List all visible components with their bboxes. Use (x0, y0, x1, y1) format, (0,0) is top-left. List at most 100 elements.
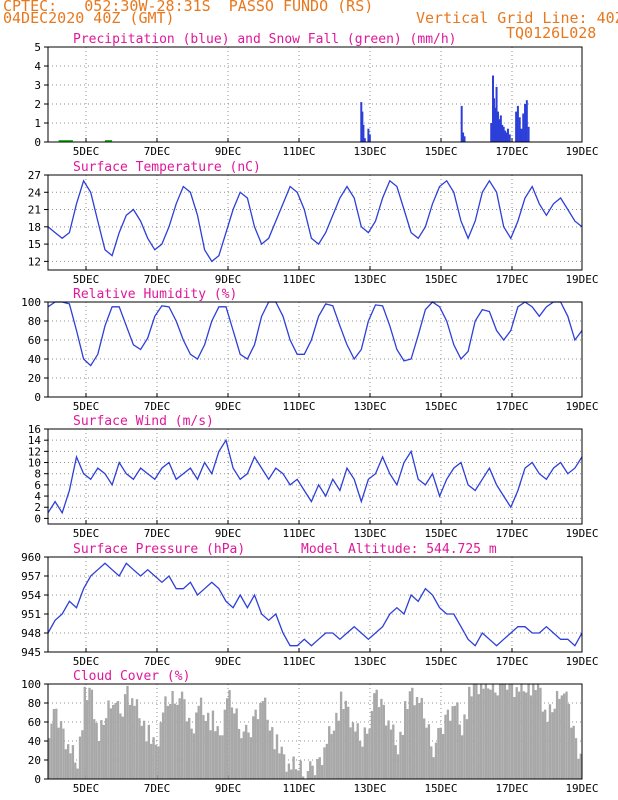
cloud-bar (119, 713, 122, 779)
cloud-bar (496, 695, 499, 779)
cloud-bar (534, 690, 537, 779)
cloud-bar (577, 758, 580, 779)
cloud-bar (176, 704, 179, 779)
x-tick-label: 7DEC (144, 782, 171, 795)
cloud-bar (396, 754, 400, 779)
cloud-bar (252, 716, 255, 779)
y-tick-label: 80 (28, 315, 41, 328)
y-tick-label: 951 (21, 608, 41, 621)
precip-bar (525, 100, 528, 142)
cloud-bar (318, 757, 321, 779)
precip-bar (502, 126, 505, 142)
cloud-bar (126, 685, 129, 779)
cloud-bar (385, 725, 388, 779)
cloud-bar (541, 711, 544, 779)
x-tick-label: 19DEC (565, 400, 598, 413)
temp-panel: 12 15 18 21 24 27 5DEC 7DEC 9DEC 11DEC 13DEC 15DEC 1… (28, 160, 599, 286)
cloud-bar (147, 724, 151, 779)
panel-frame (47, 46, 583, 143)
x-tick-label: 17DEC (495, 400, 528, 413)
cloud-bar (230, 707, 234, 779)
cloud-bar (294, 769, 298, 779)
precip-bar (499, 115, 502, 142)
cloud-bar (332, 730, 336, 779)
cloud-bar (470, 696, 473, 779)
cloud-bar (285, 771, 288, 779)
cloud-bar (290, 769, 293, 779)
cloud-bar (104, 718, 108, 779)
cloud-bar (306, 771, 310, 779)
x-tick-label: 7DEC (144, 655, 171, 668)
y-tick-label: 1 (34, 117, 41, 130)
cloud-bar (354, 731, 357, 779)
cloud-bar (271, 727, 274, 779)
rh-panel: 0 20 40 60 80 100 5DEC 7DEC 9DEC 11DEC 13DEC 15DEC 1… (21, 287, 598, 413)
header-code: TQ0126L028 (506, 24, 597, 42)
pressure-panel: 945 948 951 954 957 960 5DEC 7DEC 9DEC 11DEC 13DEC… (21, 542, 598, 668)
cloud-bar (188, 717, 191, 779)
cloud-bar (444, 714, 447, 779)
x-tick-label: 19DEC (565, 527, 598, 540)
cloud-bar (171, 690, 174, 779)
y-tick-label: 4 (34, 60, 41, 73)
temp-series-line (47, 179, 583, 263)
y-tick-label: 21 (28, 204, 41, 217)
precip-bar (524, 104, 527, 142)
cloud-bar (74, 762, 77, 779)
precip-bar (462, 132, 465, 142)
cloud-bar (347, 706, 350, 779)
precip-bar (360, 102, 363, 142)
precip-bar (516, 105, 519, 142)
cloud-bar (328, 726, 331, 779)
cloud-bar (375, 689, 378, 779)
y-tick-label: 960 (21, 551, 41, 564)
x-tick-label: 7DEC (144, 527, 171, 540)
cloud-bar (78, 736, 82, 779)
cloud-bar (154, 744, 158, 779)
header-date: 04DEC2020 40Z (GMT) (3, 9, 175, 27)
cloud-bar (368, 728, 371, 779)
cloud-bar (183, 699, 186, 779)
cloud-bar (415, 696, 419, 779)
x-tick-label: 19DEC (565, 655, 598, 668)
cloud-bar (140, 725, 143, 779)
cloud-bar (97, 741, 101, 779)
y-tick-label: 12 (28, 255, 41, 268)
cloud-bar (558, 698, 561, 779)
cloud-bar (199, 697, 203, 779)
cloud-bar (475, 684, 478, 779)
x-tick-label: 11DEC (282, 273, 315, 286)
y-tick-label: 40 (28, 353, 41, 366)
cloud-bar (216, 726, 219, 779)
precip-bar (363, 138, 366, 142)
y-tick-label: 3 (34, 79, 41, 92)
cloud-bar (313, 775, 317, 779)
cloud-bar (560, 695, 563, 779)
panel-frame (47, 683, 583, 780)
cloud-bar (451, 706, 454, 779)
cloud-bar (453, 705, 457, 779)
x-tick-label: 7DEC (144, 145, 171, 158)
cloud-bar (52, 709, 56, 779)
y-tick-label: 20 (28, 754, 41, 767)
cloud-bar (93, 719, 96, 779)
cloud-bar (342, 709, 345, 779)
cloud-bar (468, 686, 471, 779)
cloud-bar (249, 737, 253, 779)
cloud-bar (299, 760, 302, 779)
precip-title: Precipitation (blue) and Snow Fall (gree… (73, 32, 457, 47)
y-tick-label: 15 (28, 238, 41, 251)
cloud-bar (100, 720, 103, 779)
cloud-bar (273, 749, 276, 779)
cloud-bar (579, 753, 582, 779)
x-tick-label: 13DEC (353, 655, 386, 668)
cloud-bar (411, 687, 414, 779)
cloud-bar (57, 727, 60, 779)
wind-series-line (47, 438, 583, 515)
cloud-bar (432, 757, 435, 779)
cloud-bar (546, 722, 549, 779)
cloud-bar (358, 740, 362, 779)
cloud-bar (287, 763, 291, 779)
cloud-bar (363, 727, 366, 779)
